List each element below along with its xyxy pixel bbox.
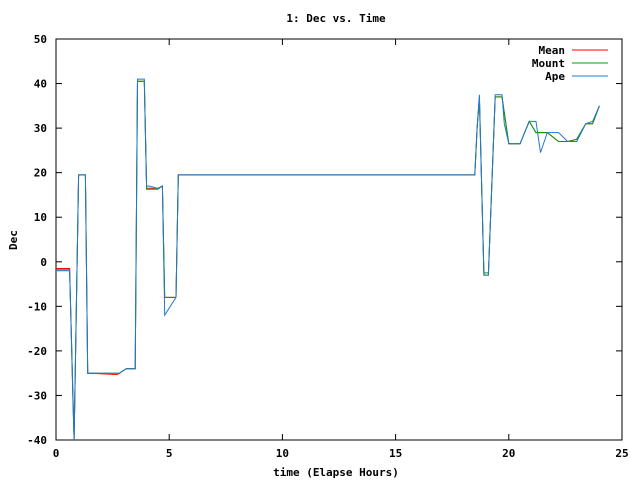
- legend-label: Mean: [539, 44, 566, 57]
- y-tick-label: -10: [27, 300, 47, 313]
- x-tick-label: 25: [615, 447, 628, 460]
- plot-frame: [55, 38, 623, 441]
- y-tick-label: -20: [27, 345, 47, 358]
- series-lines: [56, 78, 600, 441]
- y-tick-label: 30: [34, 122, 47, 135]
- legend-label: Ape: [545, 70, 565, 83]
- y-tick-label: 10: [34, 211, 47, 224]
- y-tick-label: -40: [27, 434, 47, 447]
- x-tick-label: 10: [276, 447, 289, 460]
- x-tick-label: 0: [53, 447, 60, 460]
- y-tick-label: 40: [34, 78, 47, 91]
- series-line-ape: [56, 78, 600, 441]
- x-axis-label: time (Elapse Hours): [273, 466, 399, 479]
- y-tick-label: 20: [34, 167, 47, 180]
- y-tick-label: -30: [27, 389, 47, 402]
- axis-ticks: [55, 38, 623, 441]
- axis-tick-labels: 0 5 10 15 20 25 -40 -30 -20 -10 0 10 20 30 40 50: [27, 33, 629, 460]
- x-tick-label: 20: [502, 447, 515, 460]
- y-tick-label: 0: [40, 256, 47, 269]
- chart-title: 1: Dec vs. Time: [286, 12, 386, 25]
- x-tick-label: 15: [389, 447, 402, 460]
- y-tick-label: 50: [34, 33, 47, 46]
- y-axis-label: Dec: [7, 230, 20, 250]
- x-tick-label: 5: [166, 447, 173, 460]
- legend-label: Mount: [532, 57, 565, 70]
